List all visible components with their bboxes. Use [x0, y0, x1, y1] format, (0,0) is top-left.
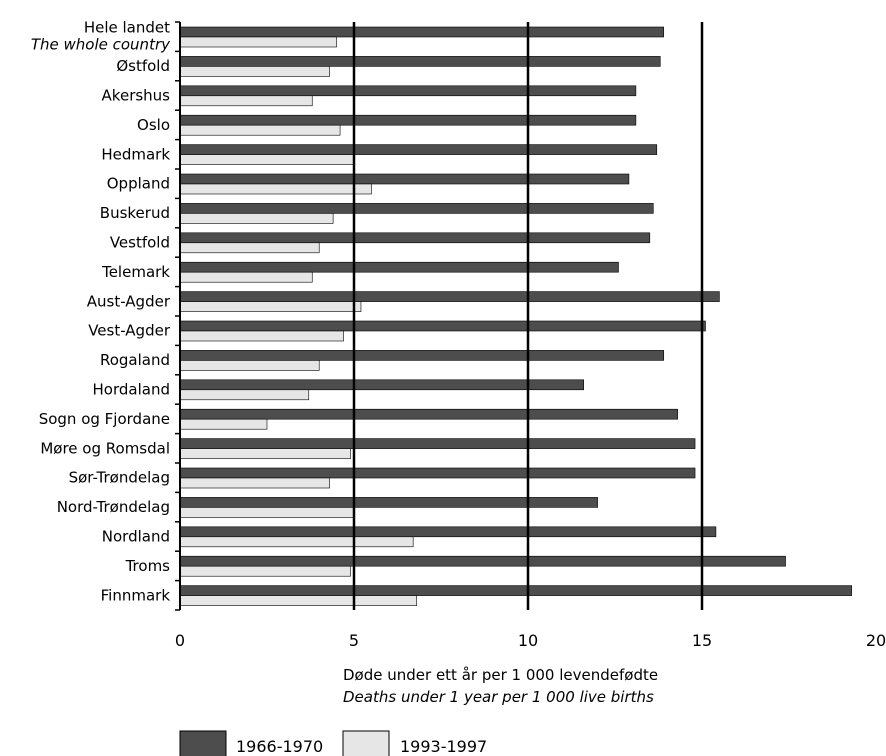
bar-1966-1970 — [179, 555, 786, 567]
bar-1966-1970 — [179, 408, 678, 420]
bar-1993-1997 — [179, 565, 351, 577]
bar-1993-1997 — [179, 271, 313, 283]
category-label: Hedmark — [101, 145, 170, 163]
bar-1993-1997 — [179, 536, 414, 548]
x-axis-title-english: Deaths under 1 year per 1 000 live birth… — [343, 688, 654, 706]
bar-1966-1970 — [179, 379, 584, 391]
category-label: Troms — [125, 557, 171, 575]
category-label: Vest-Agder — [88, 322, 171, 340]
category-label: Vestfold — [110, 234, 170, 252]
bar-1966-1970 — [179, 350, 665, 361]
bar-1966-1970 — [179, 232, 651, 244]
x-tick-labels: 0 5 10 15 20 — [175, 631, 886, 650]
bar-1966-1970 — [179, 291, 720, 302]
category-label: Nord-Trøndelag — [57, 498, 170, 516]
bar-1966-1970 — [179, 438, 696, 449]
bar-1993-1997 — [179, 36, 337, 48]
x-tick-label: 5 — [349, 631, 359, 650]
category-label-english: The whole country — [31, 36, 171, 54]
bar-1966-1970 — [179, 497, 598, 508]
category-label: Sør-Trøndelag — [69, 469, 170, 487]
bar-group — [179, 26, 852, 606]
bar-1993-1997 — [179, 360, 320, 371]
bar-1993-1997 — [179, 124, 341, 136]
category-label: Oppland — [107, 175, 170, 193]
category-label: Østfold — [116, 57, 170, 75]
category-label: Hele landet — [84, 19, 170, 37]
bar-1993-1997 — [179, 242, 320, 254]
bar-1993-1997 — [179, 389, 310, 401]
bar-1993-1997 — [179, 507, 355, 518]
bar-1966-1970 — [179, 585, 852, 596]
bar-1993-1997 — [179, 95, 313, 107]
category-label: Nordland — [102, 528, 170, 546]
category-label: Rogaland — [100, 351, 170, 369]
bar-1966-1970 — [179, 526, 717, 538]
x-tick-label: 15 — [692, 631, 712, 650]
legend-swatch-1966-1970 — [179, 730, 227, 756]
bar-1966-1970 — [179, 114, 637, 126]
category-label: Buskerud — [100, 204, 170, 222]
bar-1993-1997 — [179, 213, 334, 224]
bar-1993-1997 — [179, 477, 330, 489]
legend-label-1993-1997: 1993-1997 — [400, 737, 487, 756]
category-label: Aust-Agder — [87, 292, 171, 310]
category-label: Akershus — [102, 87, 171, 105]
legend-label-1966-1970: 1966-1970 — [236, 737, 323, 756]
x-tick-label: 0 — [175, 631, 185, 650]
bar-1993-1997 — [179, 418, 268, 430]
bar-1993-1997 — [179, 448, 351, 459]
x-axis-title: Døde under ett år per 1 000 levendefødte — [343, 666, 658, 684]
category-label: Møre og Romsdal — [40, 439, 170, 457]
gridlines — [352, 22, 704, 610]
bar-1966-1970 — [179, 261, 619, 273]
bar-1993-1997 — [179, 595, 417, 606]
bar-1966-1970 — [179, 320, 706, 332]
bar-1966-1970 — [179, 203, 654, 214]
bar-1966-1970 — [179, 85, 637, 97]
bar-1966-1970 — [179, 467, 696, 479]
category-label: Hordaland — [93, 381, 170, 399]
legend: 1966-1970 1993-1997 — [179, 730, 487, 756]
bar-1966-1970 — [179, 26, 665, 38]
bar-1993-1997 — [179, 330, 344, 342]
category-label: Finnmark — [101, 586, 171, 604]
x-tick-label: 20 — [866, 631, 886, 650]
bar-1993-1997 — [179, 301, 362, 312]
bar-1993-1997 — [179, 66, 330, 77]
bar-1966-1970 — [179, 173, 630, 185]
legend-swatch-1993-1997 — [342, 730, 390, 756]
bar-1993-1997 — [179, 154, 355, 165]
x-tick-label: 10 — [518, 631, 538, 650]
bar-1966-1970 — [179, 56, 661, 67]
bar-1966-1970 — [179, 144, 658, 155]
category-label: Telemark — [101, 263, 170, 281]
category-label: Oslo — [137, 116, 170, 134]
category-label: Sogn og Fjordane — [39, 410, 170, 428]
bar-1993-1997 — [179, 183, 372, 195]
